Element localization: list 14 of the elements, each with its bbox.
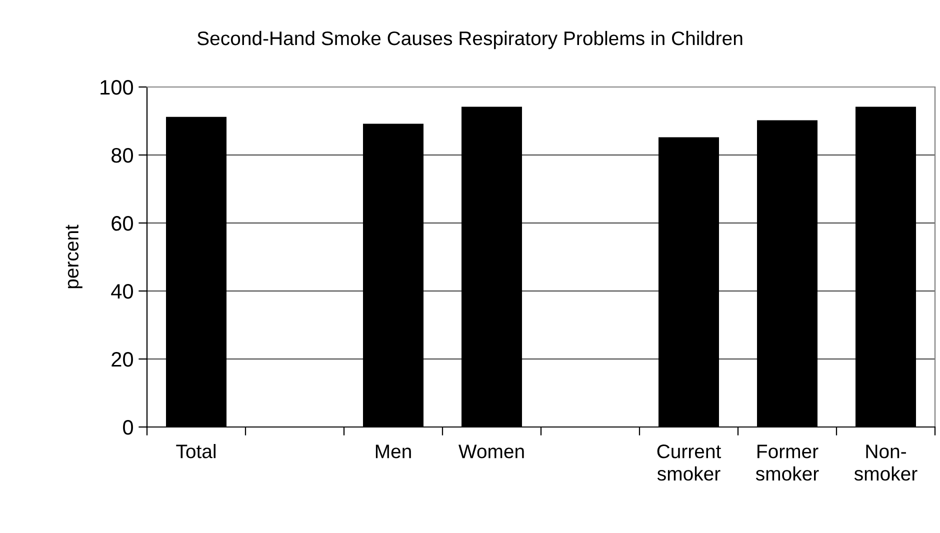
x-tick-label: Women [458, 444, 524, 458]
x-tick-label: Men [376, 444, 411, 458]
y-tick-label: 80 [112, 148, 133, 163]
x-tick-label: Total [176, 444, 216, 458]
chart-title: Second-Hand Smoke Causes Respiratory Problems in Children [197, 30, 742, 50]
y-tick-label: 20 [112, 352, 133, 367]
x-tick-label: Non- smoker [854, 444, 918, 481]
x-tick-label: Current smoker [657, 444, 722, 481]
y-tick-label: 100 [100, 80, 133, 95]
y-tick-label: 60 [112, 216, 133, 231]
x-tick-label: Former smoker [756, 444, 819, 481]
y-tick-label: 40 [111, 284, 133, 299]
y-axis-title: percent [66, 224, 82, 288]
y-tick-label: 0 [123, 420, 133, 435]
